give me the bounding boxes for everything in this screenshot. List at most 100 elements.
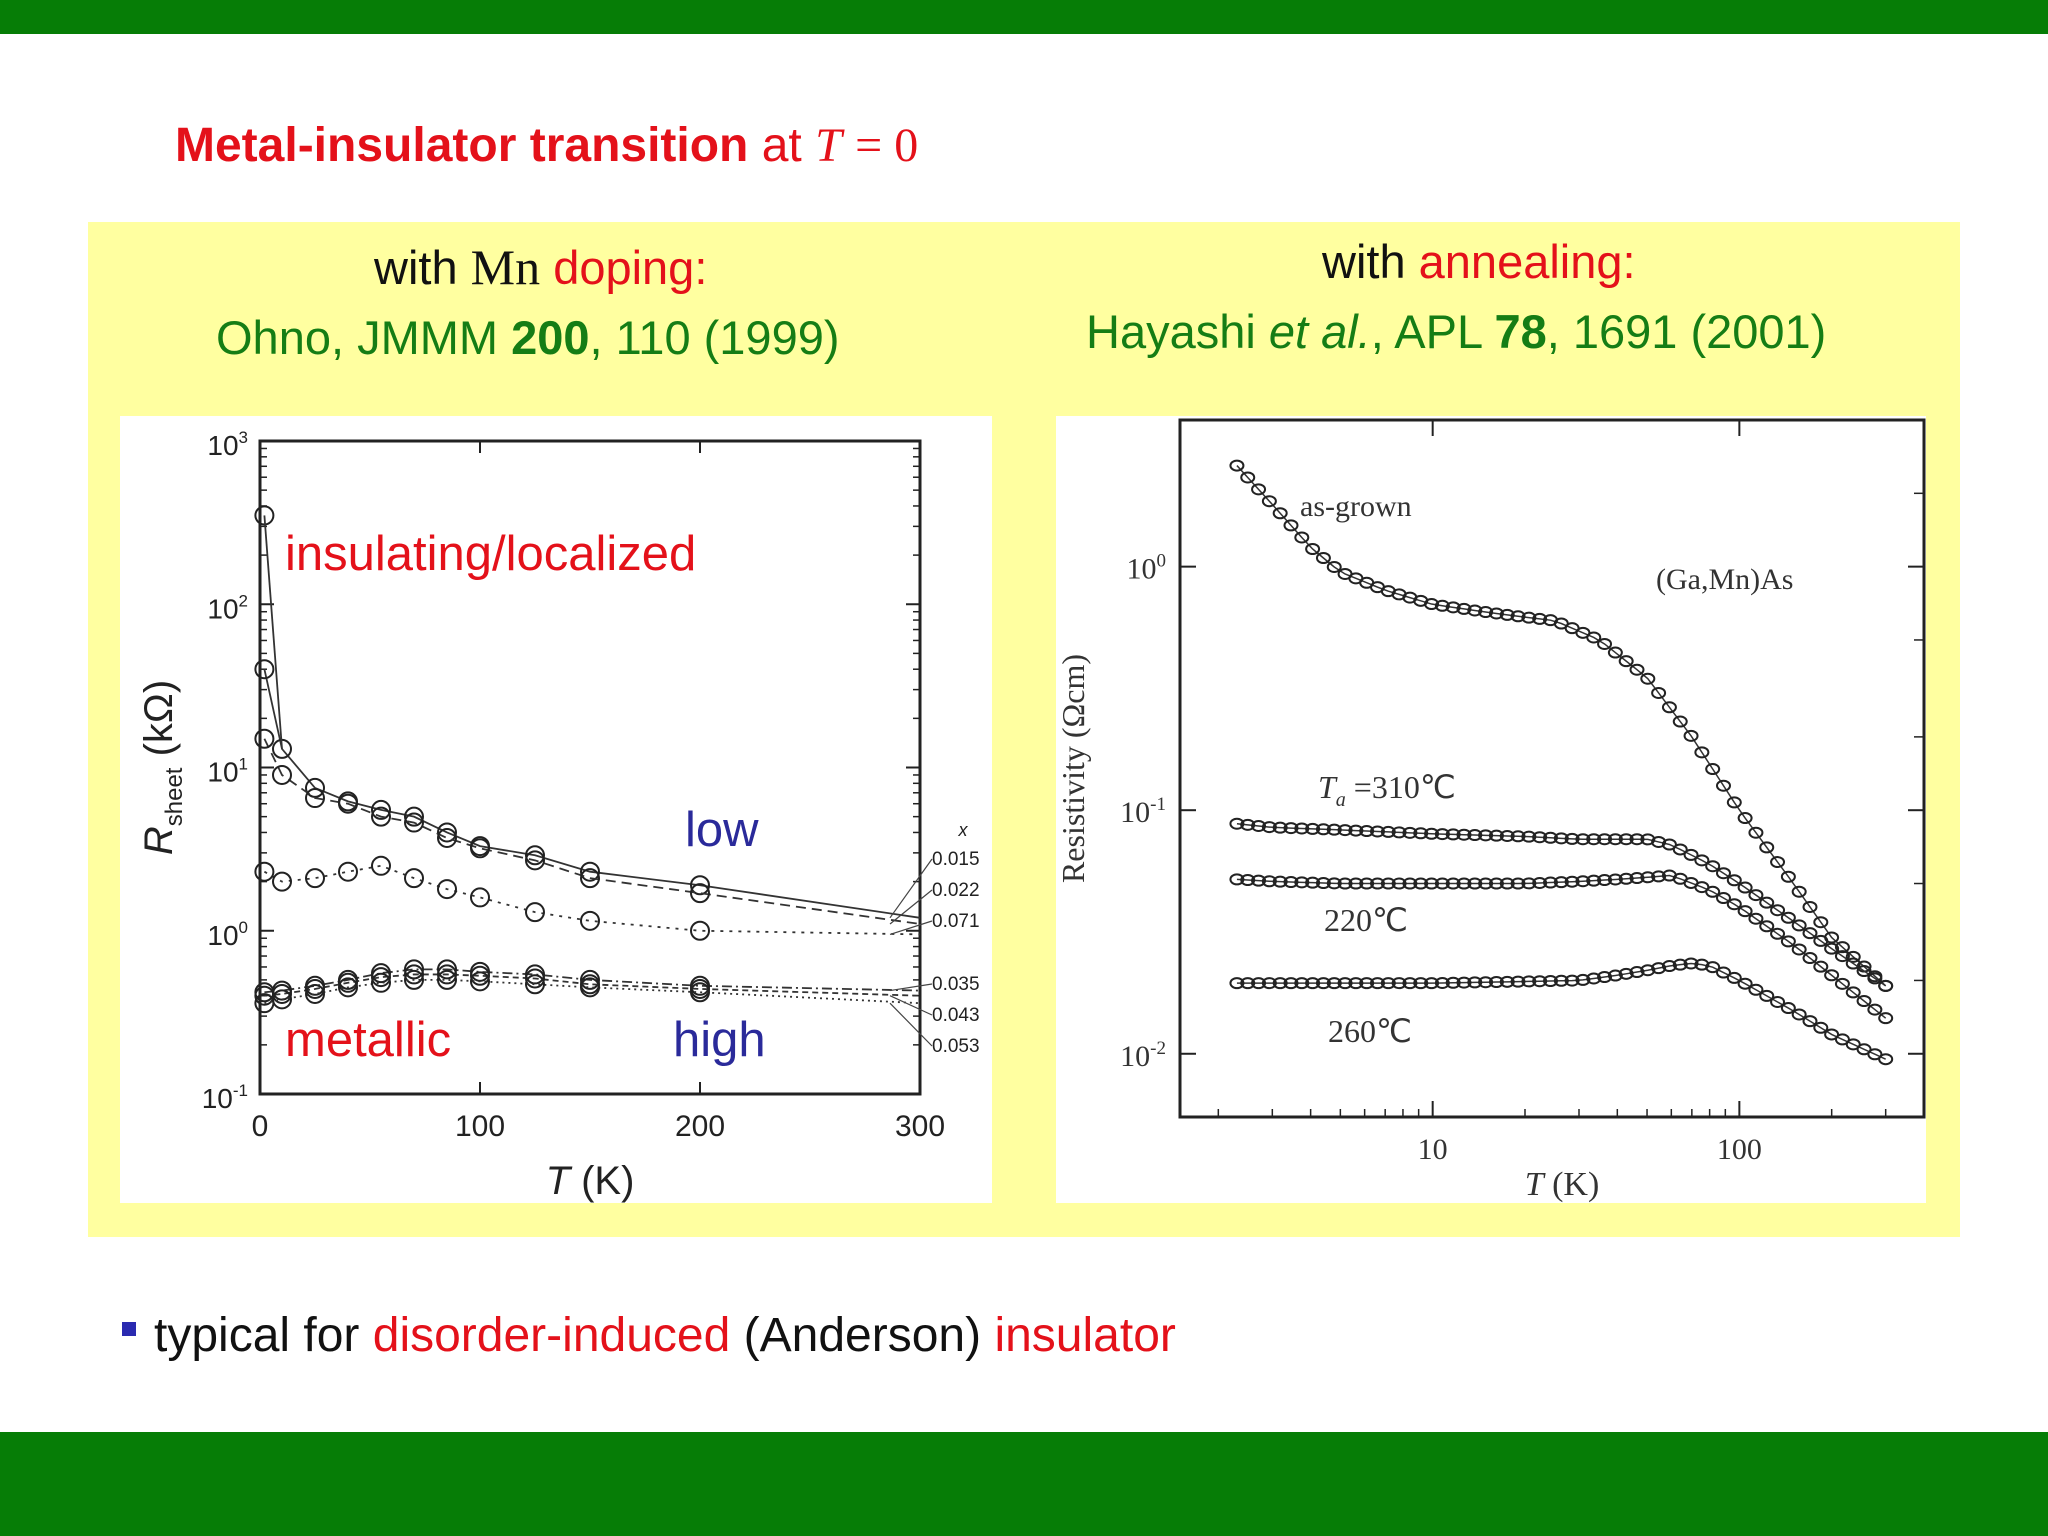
left-chart-svg: 0 100 200 300 103 102 101 100 10-1 T (K) Rsheet (k… xyxy=(137,428,980,1203)
data-point xyxy=(371,972,391,993)
data-point xyxy=(1672,958,1688,971)
data-point xyxy=(1294,876,1310,889)
data-point xyxy=(1499,975,1515,988)
data-point xyxy=(371,806,391,827)
series-line xyxy=(263,864,921,936)
data-point xyxy=(1737,881,1753,894)
data-point xyxy=(1759,989,1775,1002)
bullet-p3: (Anderson) xyxy=(743,1309,982,1362)
data-point xyxy=(1834,977,1850,990)
data-point xyxy=(1629,663,1645,676)
data-point xyxy=(1759,841,1775,854)
data-point xyxy=(1467,877,1483,890)
data-point xyxy=(1770,904,1786,917)
data-point xyxy=(1618,872,1634,885)
data-point xyxy=(1229,977,1245,990)
series-line xyxy=(1236,962,1886,1060)
data-point xyxy=(1575,973,1591,986)
data-point xyxy=(470,887,490,908)
data-point xyxy=(272,983,292,1004)
data-point xyxy=(1532,975,1548,988)
data-point xyxy=(1315,876,1331,889)
y-axis-label: Rsheet (kΩ) xyxy=(137,680,188,855)
x-tick-label: 200 xyxy=(675,1110,725,1143)
data-point xyxy=(1251,483,1267,496)
data-point xyxy=(1791,943,1807,956)
data-point xyxy=(1748,889,1764,902)
right-chart-svg: 10 100 100 10-1 10-2 T (K) Resistivity (Ωcm) (G… xyxy=(1056,418,1926,1203)
data-point xyxy=(371,967,391,988)
data-point xyxy=(525,968,545,989)
data-point xyxy=(437,827,457,848)
data-point xyxy=(1229,873,1245,886)
data-point xyxy=(1445,877,1461,890)
title-T: T xyxy=(815,119,842,172)
data-point xyxy=(404,812,424,833)
data-point xyxy=(1229,817,1245,830)
data-point xyxy=(1359,877,1375,890)
data-point xyxy=(1553,974,1569,987)
data-point xyxy=(1694,746,1710,759)
right-cap-with: with xyxy=(1322,235,1406,288)
data-point xyxy=(1380,977,1396,990)
data-point xyxy=(1326,823,1342,836)
data-point xyxy=(272,764,292,785)
bullet-p2: disorder-induced xyxy=(372,1309,731,1362)
data-point xyxy=(1488,976,1504,989)
data-point xyxy=(305,983,325,1004)
data-point xyxy=(1564,875,1580,888)
data-point xyxy=(1802,1015,1818,1028)
data-point xyxy=(1499,829,1515,842)
data-point xyxy=(1597,971,1613,984)
data-point xyxy=(338,972,358,993)
data-point xyxy=(1683,957,1699,970)
data-point xyxy=(1802,927,1818,940)
data-point xyxy=(1672,843,1688,856)
data-point xyxy=(1802,952,1818,965)
data-point xyxy=(1683,729,1699,742)
data-point xyxy=(1521,975,1537,988)
data-point xyxy=(1240,977,1256,990)
legend-leader xyxy=(889,858,933,919)
data-point xyxy=(1824,1028,1840,1041)
legend-entry: 0.071 xyxy=(932,911,980,932)
data-point xyxy=(1315,823,1331,836)
data-point xyxy=(1661,838,1677,851)
data-point xyxy=(1715,867,1731,880)
data-point xyxy=(1488,829,1504,842)
data-point xyxy=(1391,877,1407,890)
right-ref-c: , 1691 (2001) xyxy=(1546,305,1827,358)
x-tick-label: 300 xyxy=(895,1110,945,1143)
data-point xyxy=(1640,871,1656,884)
data-point xyxy=(1618,967,1634,980)
data-point xyxy=(338,977,358,998)
data-point xyxy=(1640,672,1656,685)
data-point xyxy=(690,875,710,896)
data-point xyxy=(1780,935,1796,948)
label-metallic: metallic xyxy=(285,1013,452,1067)
data-point xyxy=(1542,975,1558,988)
data-point xyxy=(1478,606,1494,619)
data-point xyxy=(1521,877,1537,890)
data-point xyxy=(1294,531,1310,544)
data-point xyxy=(1510,877,1526,890)
series-label-as-grown: as-grown xyxy=(1300,490,1412,523)
data-point xyxy=(1261,875,1277,888)
data-point xyxy=(1272,977,1288,990)
left-ref-a: Ohno, JMMM xyxy=(216,311,512,364)
left-cap-mn: Mn xyxy=(470,239,541,295)
title-eq: = 0 xyxy=(855,119,919,172)
data-point xyxy=(1813,916,1829,929)
data-point xyxy=(1726,898,1742,911)
data-point xyxy=(1586,874,1602,887)
data-point xyxy=(1488,607,1504,620)
data-point xyxy=(1607,969,1623,982)
slide-title: Metal-insulator transition at T = 0 xyxy=(175,118,918,173)
data-point xyxy=(305,788,325,809)
data-point xyxy=(404,959,424,980)
x-tick-label: 100 xyxy=(1717,1133,1762,1166)
legend-leader xyxy=(889,920,933,935)
data-point xyxy=(1715,779,1731,792)
legend-entry: 0.035 xyxy=(932,974,980,995)
legend-leader xyxy=(889,983,933,992)
